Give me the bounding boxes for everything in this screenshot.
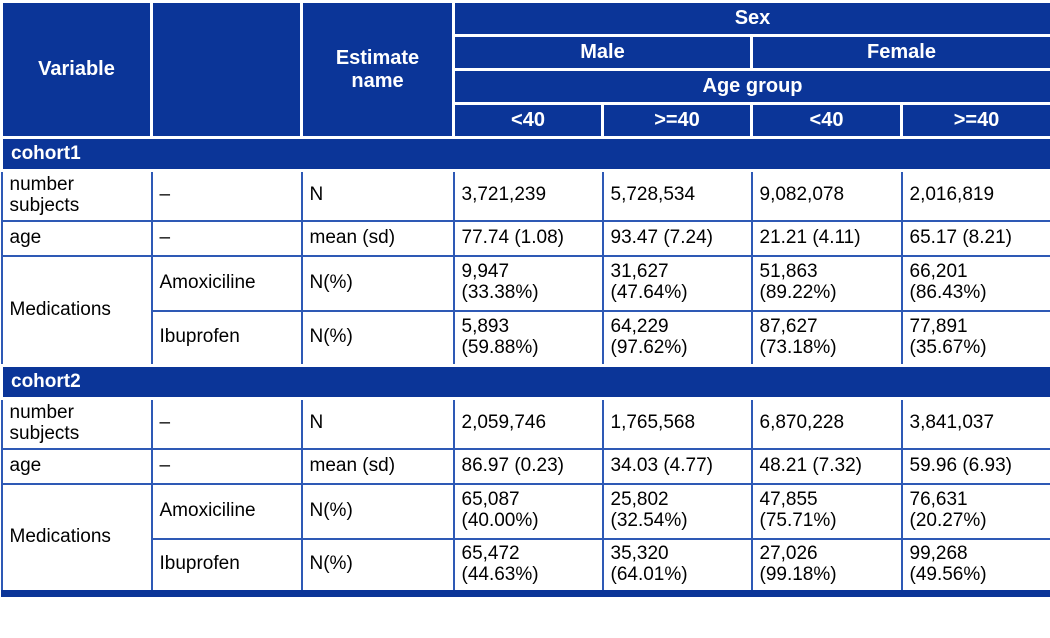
value-cell: 64,229 (97.62%) [601,309,753,367]
header-sex: Sex [451,0,1050,37]
variable-cell: number subjects [0,169,153,222]
header-estimate-name: Estimate name [300,0,455,139]
estimate-cell: N [300,169,455,222]
estimate-cell: mean (sd) [300,219,455,257]
header-age-group: Age group [451,68,1050,105]
section-row-cohort1: cohort1 [0,136,1050,172]
variable-cell: age [0,219,153,257]
level-cell: Ibuprofen [150,309,303,367]
value-cell: 31,627 (47.64%) [601,254,753,312]
variable-cell-medications: Medications [0,482,153,595]
header-sex-male: Male [452,34,753,71]
level-cell: – [150,397,303,450]
value-cell: 93.47 (7.24) [601,219,753,257]
value-cell: 5,728,534 [601,169,753,222]
level-cell: – [150,169,303,222]
table-row: number subjects – N 3,721,239 5,728,534 … [0,169,1050,222]
level-cell: – [150,219,303,257]
table-header: Variable Estimate name Sex Male Female A… [0,0,1050,139]
value-cell: 66,201 (86.43%) [900,254,1050,312]
value-cell: 2,016,819 [900,169,1050,222]
value-cell: 34.03 (4.77) [601,447,753,485]
header-sex-female: Female [749,34,1050,71]
value-cell: 65,087 (40.00%) [452,482,604,540]
table-row: age – mean (sd) 77.74 (1.08) 93.47 (7.24… [0,219,1050,257]
estimate-cell: N(%) [300,537,455,595]
header-age-male-lt40: <40 [452,102,604,139]
value-cell: 86.97 (0.23) [452,447,604,485]
header-age-female-lt40: <40 [750,102,903,139]
header-age-male-gte40: >=40 [601,102,753,139]
value-cell: 77,891 (35.67%) [900,309,1050,367]
variable-cell: age [0,447,153,485]
estimate-cell: N [300,397,455,450]
value-cell: 5,893 (59.88%) [452,309,604,367]
value-cell: 76,631 (20.27%) [900,482,1050,540]
estimate-cell: mean (sd) [300,447,455,485]
value-cell: 6,870,228 [750,397,903,450]
estimate-cell: N(%) [300,482,455,540]
value-cell: 65,472 (44.63%) [452,537,604,595]
table-row: number subjects – N 2,059,746 1,765,568 … [0,397,1050,450]
header-group-level [150,0,303,139]
value-cell: 1,765,568 [601,397,753,450]
value-cell: 2,059,746 [452,397,604,450]
value-cell: 3,841,037 [900,397,1050,450]
header-variable: Variable [0,0,153,139]
variable-cell-medications: Medications [0,254,153,367]
value-cell: 59.96 (6.93) [900,447,1050,485]
value-cell: 77.74 (1.08) [452,219,604,257]
table-row: Ibuprofen N(%) 5,893 (59.88%) 64,229 (97… [2,309,1050,367]
cohort-summary-table: Variable Estimate name Sex Male Female A… [0,0,1050,597]
value-cell: 48.21 (7.32) [750,447,903,485]
value-cell: 99,268 (49.56%) [900,537,1050,595]
variable-cell: number subjects [0,397,153,450]
table-row: Medications Amoxiciline N(%) 9,947 (33.3… [0,254,1050,367]
value-cell: 25,802 (32.54%) [601,482,753,540]
level-cell: Amoxiciline [150,482,303,540]
estimate-cell: N(%) [300,309,455,367]
level-cell: Amoxiciline [150,254,303,312]
value-cell: 87,627 (73.18%) [750,309,903,367]
table-body: cohort1 number subjects – N 3,721,239 5,… [0,136,1050,595]
value-cell: 9,947 (33.38%) [452,254,604,312]
level-cell: Ibuprofen [150,537,303,595]
value-cell: 9,082,078 [750,169,903,222]
table-row: age – mean (sd) 86.97 (0.23) 34.03 (4.77… [0,447,1050,485]
value-cell: 65.17 (8.21) [900,219,1050,257]
section-row-cohort2: cohort2 [0,364,1050,400]
value-cell: 27,026 (99.18%) [750,537,903,595]
value-cell: 51,863 (89.22%) [750,254,903,312]
level-cell: – [150,447,303,485]
value-cell: 3,721,239 [452,169,604,222]
value-cell: 21.21 (4.11) [750,219,903,257]
section-header-cohort1: cohort1 [0,136,1050,172]
value-cell: 35,320 (64.01%) [601,537,753,595]
section-header-cohort2: cohort2 [0,364,1050,400]
header-age-female-gte40: >=40 [899,102,1050,139]
estimate-cell: N(%) [300,254,455,312]
table-row: Medications Amoxiciline N(%) 65,087 (40.… [0,482,1050,595]
value-cell: 47,855 (75.71%) [750,482,903,540]
table-row: Ibuprofen N(%) 65,472 (44.63%) 35,320 (6… [2,537,1050,595]
